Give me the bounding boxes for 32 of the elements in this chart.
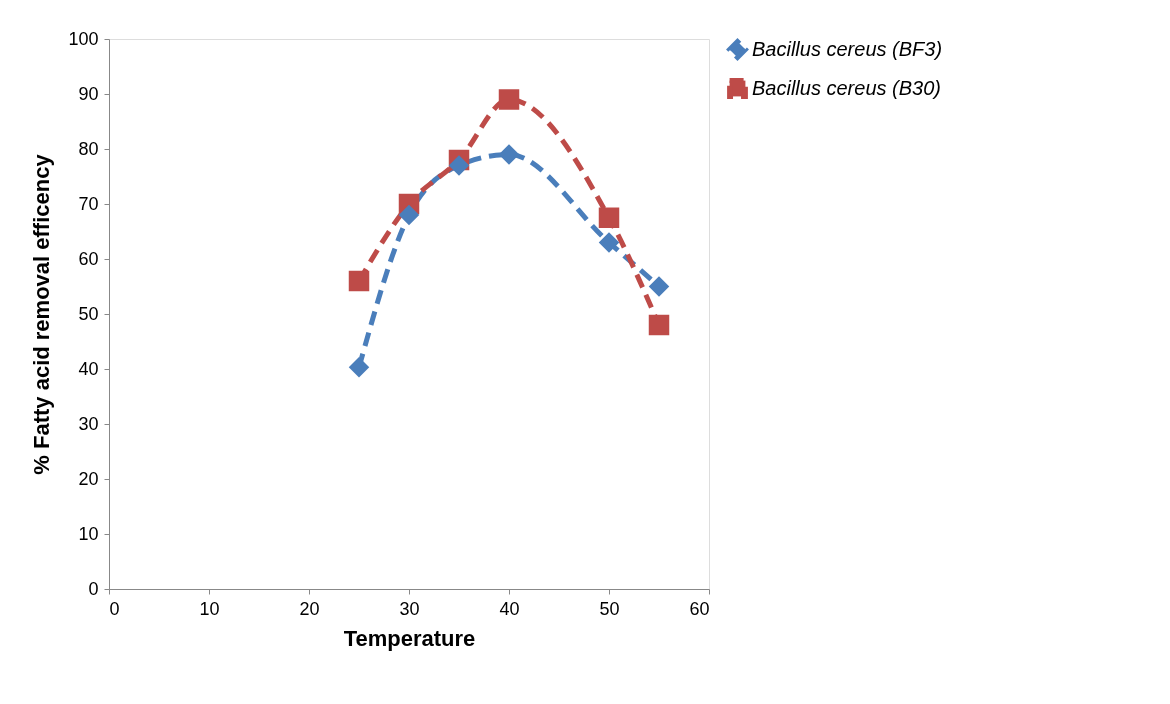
point <box>498 89 520 110</box>
legend-label: Bacillus cereus (B30) <box>752 76 941 99</box>
y-tick-label: 40 <box>78 358 99 379</box>
y-tick-label: 0 <box>88 578 99 599</box>
legend-label: Bacillus cereus (BF3) <box>752 37 943 60</box>
point <box>348 357 370 378</box>
point <box>598 207 620 228</box>
y-tick-label: 90 <box>78 83 99 104</box>
x-tick-label: 40 <box>499 598 520 619</box>
y-tick-label: 30 <box>78 413 99 434</box>
y-tick-label: 80 <box>78 138 99 159</box>
y-tick-label: 20 <box>78 468 99 489</box>
y-tick-label: 60 <box>78 248 99 269</box>
point <box>498 144 520 165</box>
x-axis-title: Temperature <box>343 625 476 651</box>
point <box>348 270 370 292</box>
point <box>398 204 420 226</box>
x-tick-label: 10 <box>199 598 220 619</box>
y-tick-label: 10 <box>78 523 99 544</box>
x-tick-label: 20 <box>299 598 320 619</box>
x-tick-label: 60 <box>689 598 710 619</box>
point <box>648 314 670 336</box>
point <box>648 276 670 297</box>
x-tick-label: 0 <box>109 598 120 619</box>
x-tick-label: 30 <box>399 598 420 619</box>
y-axis-title: % Fatty acid removal efficency <box>29 153 55 475</box>
point <box>598 232 620 253</box>
x-tick-label: 50 <box>599 598 620 619</box>
y-tick-label: 100 <box>68 28 99 49</box>
y-tick-label: 50 <box>78 303 99 324</box>
y-tick-label: 70 <box>78 193 99 214</box>
point <box>448 155 470 176</box>
